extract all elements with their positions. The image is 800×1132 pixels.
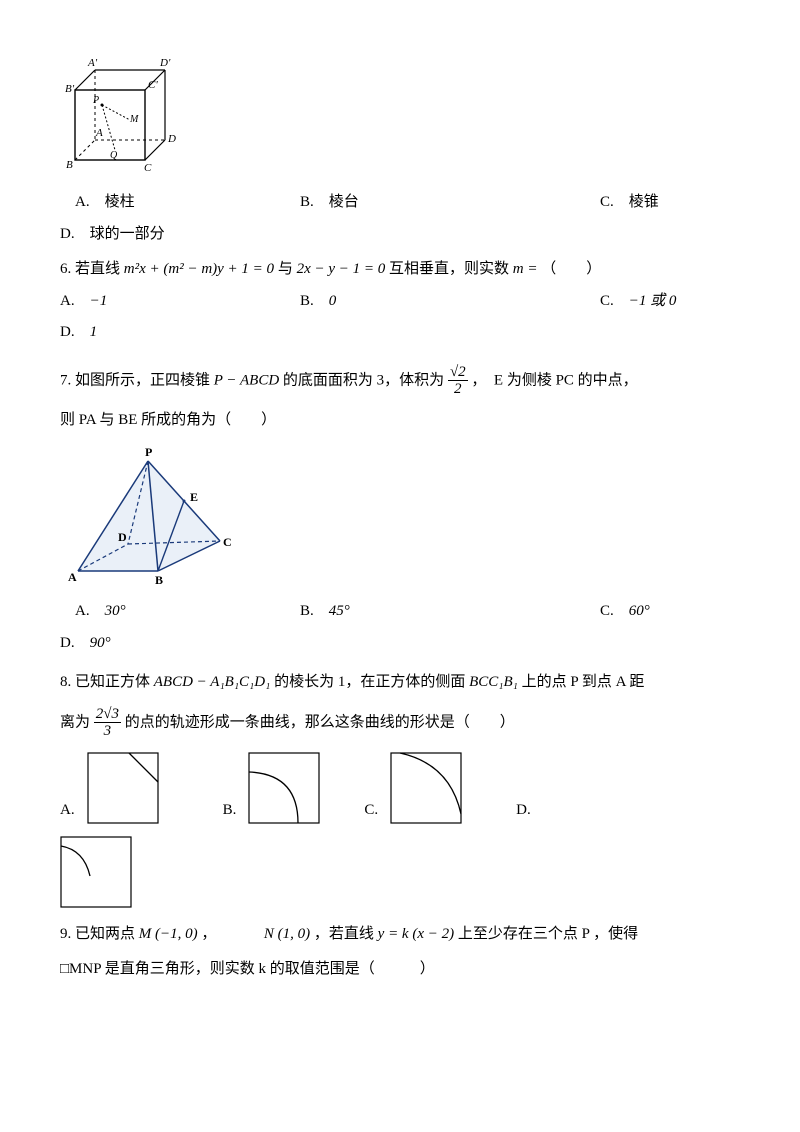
q5-option-D: D. 球的一部分 — [60, 222, 740, 248]
q7-option-D: D. 90° — [60, 631, 740, 657]
q8-label-D: D. — [516, 798, 531, 824]
label-Q: Q — [110, 150, 118, 161]
label-D: D — [167, 133, 176, 145]
q6-option-C: C. −1 或 0 — [600, 289, 740, 315]
label-P: P — [92, 95, 99, 106]
label-Cp: C' — [148, 79, 158, 91]
q7-pyramid-figure: P A B C D E — [60, 441, 740, 591]
q8-box-A — [87, 752, 159, 824]
q5-option-C: C. 棱锥 — [600, 190, 740, 216]
q8-label-A: A. — [60, 798, 75, 824]
pyr-A: A — [68, 570, 77, 584]
q5-cube-figure: A' D' B' C' A D B C P M Q — [60, 50, 740, 180]
q6-paren: （ ） — [541, 261, 601, 277]
label-Dp: D' — [159, 57, 171, 69]
q9-d: □MNP 是直角三角形，则实数 k 的取值范围是（ ） — [60, 961, 435, 977]
q7-stem-line1: 7. 如图所示，正四棱锥 P − ABCD 的底面面积为 3，体积为 √2 2 … — [60, 364, 740, 398]
q6-option-D: D. 1 — [60, 320, 740, 346]
q7-c: ， E 为侧棱 PC 的中点， — [471, 372, 637, 388]
q6-option-B: B. 0 — [300, 289, 600, 315]
q9-gap: ， — [201, 926, 216, 942]
q6-prefix: 6. 若直线 — [60, 261, 124, 277]
q8-d: 离为 — [60, 714, 94, 730]
q8-c: 上的点 P 到点 A 距 — [522, 674, 645, 690]
q5-D-text: 球的一部分 — [90, 226, 165, 242]
q8-a: 8. 已知正方体 — [60, 674, 154, 690]
pyr-E: E — [190, 490, 198, 504]
label-B: B — [66, 159, 73, 171]
q8-cube-name: ABCD − A₁B₁C₁D₁ — [154, 674, 271, 690]
label-M: M — [129, 114, 139, 125]
q9-stem-line2: □MNP 是直角三角形，则实数 k 的取值范围是（ ） — [60, 957, 740, 983]
q8-options-row: A. B. C. D. — [60, 752, 740, 824]
q7-b: 的底面面积为 3，体积为 — [283, 372, 448, 388]
label-Ap: A' — [87, 57, 98, 69]
q8-stem-line1: 8. 已知正方体 ABCD − A₁B₁C₁D₁ 的棱长为 1，在正方体的侧面 … — [60, 670, 740, 696]
pyramid-svg: P A B C D E — [60, 441, 260, 591]
q5-C-text: 棱锥 — [629, 194, 659, 210]
q7-C-text: 60° — [629, 603, 650, 619]
q9-N: N (1, 0) — [264, 926, 310, 942]
label-A: A — [95, 127, 103, 139]
q8-e: 的点的轨迹形成一条曲线，那么这条曲线的形状是（ ） — [125, 714, 515, 730]
q5-options-row1: A. 棱柱 B. 棱台 C. 棱锥 — [60, 190, 740, 216]
q6-stem: 6. 若直线 m²x + (m² − m)y + 1 = 0 与 2x − y … — [60, 257, 740, 283]
q7-option-A: A. 30° — [60, 599, 300, 625]
q8-label-B: B. — [223, 798, 237, 824]
q7-option-C: C. 60° — [600, 599, 740, 625]
q7-a: 7. 如图所示，正四棱锥 — [60, 372, 214, 388]
q6-B-text: 0 — [329, 293, 337, 309]
pyr-D: D — [118, 530, 127, 544]
q8-b: 的棱长为 1，在正方体的侧面 — [274, 674, 469, 690]
q6-options-row1: A. −1 B. 0 C. −1 或 0 — [60, 289, 740, 315]
q6-C-text: −1 或 0 — [629, 293, 677, 309]
q7-option-B: B. 45° — [300, 599, 600, 625]
pyr-P: P — [145, 445, 152, 459]
q8-box-B — [248, 752, 320, 824]
q7-options-row1: A. 30° B. 45° C. 60° — [60, 599, 740, 625]
q5-option-A: A. 棱柱 — [60, 190, 300, 216]
q7-D-text: 90° — [90, 635, 111, 651]
pyr-B: B — [155, 573, 163, 587]
q6-mid: 与 — [278, 261, 297, 277]
q9-M: M (−1, 0) — [139, 926, 198, 942]
q9-b: ，若直线 — [314, 926, 378, 942]
q7-d: 则 PA 与 BE 所成的角为（ ） — [60, 412, 276, 428]
q6-A-text: −1 — [90, 293, 108, 309]
q5-option-B: B. 棱台 — [300, 190, 600, 216]
q6-eq2: 2x − y − 1 = 0 — [297, 261, 386, 277]
q6-D-text: 1 — [90, 324, 98, 340]
q9-a: 9. 已知两点 — [60, 926, 139, 942]
q8-stem-line2: 离为 2√3 3 的点的轨迹形成一条曲线，那么这条曲线的形状是（ ） — [60, 706, 740, 740]
q7-A-text: 30° — [105, 603, 126, 619]
label-C: C — [144, 162, 152, 174]
q8-face: BCC₁B₁ — [469, 674, 518, 690]
q8-label-C: C. — [364, 798, 378, 824]
q6-meq: m = — [513, 261, 541, 277]
q7-B-text: 45° — [329, 603, 350, 619]
q6-option-A: A. −1 — [60, 289, 300, 315]
pyr-C: C — [223, 535, 232, 549]
q5-A-text: 棱柱 — [105, 194, 135, 210]
q5-B-text: 棱台 — [329, 194, 359, 210]
q7-pabcd: P − ABCD — [214, 372, 279, 388]
q8-box-D — [60, 836, 740, 908]
cube-svg: A' D' B' C' A D B C P M Q — [60, 50, 190, 180]
q7-stem-line2: 则 PA 与 BE 所成的角为（ ） — [60, 408, 740, 434]
q9-c: 上至少存在三个点 P ，使得 — [458, 926, 638, 942]
q6-eq1: m²x + (m² − m)y + 1 = 0 — [124, 261, 274, 277]
q8-box-C — [390, 752, 462, 824]
q9-line: y = k (x − 2) — [378, 926, 454, 942]
q9-stem-line1: 9. 已知两点 M (−1, 0) ， N (1, 0) ，若直线 y = k … — [60, 922, 740, 948]
q6-suffix: 互相垂直，则实数 — [389, 261, 513, 277]
label-Bp: B' — [65, 83, 75, 95]
